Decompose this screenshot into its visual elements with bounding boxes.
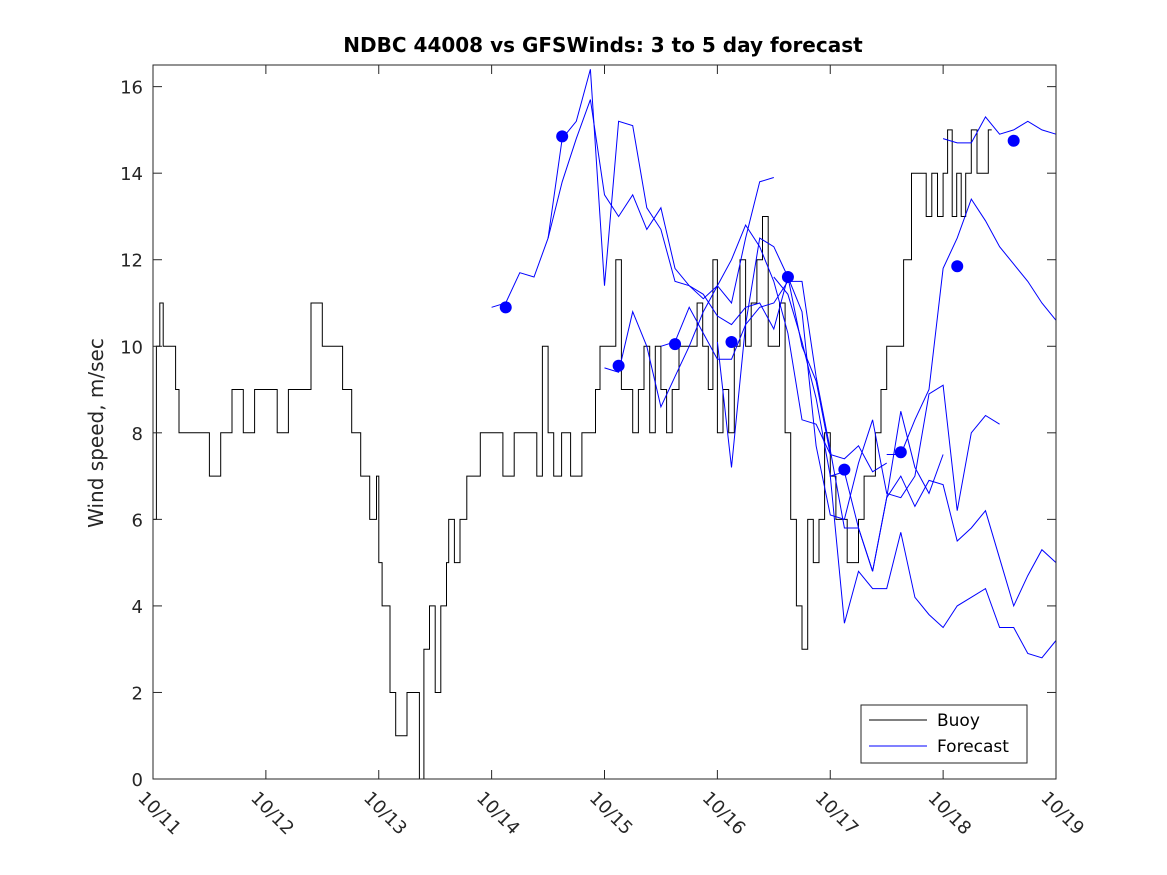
forecast-marker [951, 260, 964, 273]
x-tick-label: 10/11 [133, 788, 185, 840]
forecast-trace-8 [886, 197, 1057, 455]
forecast-marker [612, 359, 625, 372]
y-tick-label: 12 [120, 251, 143, 272]
x-tick-label: 10/12 [246, 788, 298, 840]
forecast-marker [499, 301, 512, 314]
legend-forecast-label: Forecast [937, 737, 1009, 757]
legend: Buoy Forecast [860, 704, 1028, 764]
forecast-trace-7 [829, 476, 1057, 659]
forecast-marker [669, 338, 682, 351]
forecast-marker [781, 271, 794, 284]
x-tick-label: 10/14 [472, 788, 524, 840]
forecast-trace-1 [491, 99, 774, 308]
forecast-trace-5 [716, 237, 1000, 521]
legend-buoy-label: Buoy [937, 711, 980, 731]
forecast-marker [556, 130, 569, 143]
x-tick-label: 10/15 [585, 788, 637, 840]
legend-box [860, 704, 1028, 764]
forecast-marker [1007, 134, 1020, 147]
y-tick-label: 8 [132, 424, 143, 445]
forecast-marker [725, 335, 738, 348]
forecast-trace-6 [773, 276, 1057, 608]
x-tick-label: 10/19 [1036, 788, 1088, 840]
y-tick-label: 0 [132, 770, 143, 791]
forecast-marker [838, 463, 851, 476]
buoy-series-line [153, 129, 992, 780]
plot-area [153, 69, 1057, 780]
forecast-trace-4 [660, 280, 944, 572]
x-tick-label: 10/16 [698, 788, 750, 840]
y-tick-label: 2 [132, 683, 143, 704]
y-tick-label: 4 [132, 597, 143, 618]
y-tick-label: 10 [120, 337, 143, 358]
forecast-trace-3 [604, 224, 887, 473]
y-tick-label: 6 [132, 510, 143, 531]
y-tick-label: 16 [120, 78, 143, 99]
forecast-marker [894, 446, 907, 459]
chart-title: NDBC 44008 vs GFSWinds: 3 to 5 day forec… [343, 33, 863, 57]
y-tick-label: 14 [120, 164, 143, 185]
forecast-trace-9 [942, 116, 1057, 144]
x-tick-label: 10/17 [811, 788, 863, 840]
x-tick-label: 10/18 [924, 788, 976, 840]
y-axis-label: Wind speed, m/sec [84, 338, 108, 528]
plot-frame [152, 64, 1057, 780]
forecast-trace-2 [547, 69, 831, 455]
x-tick-label: 10/13 [359, 788, 411, 840]
